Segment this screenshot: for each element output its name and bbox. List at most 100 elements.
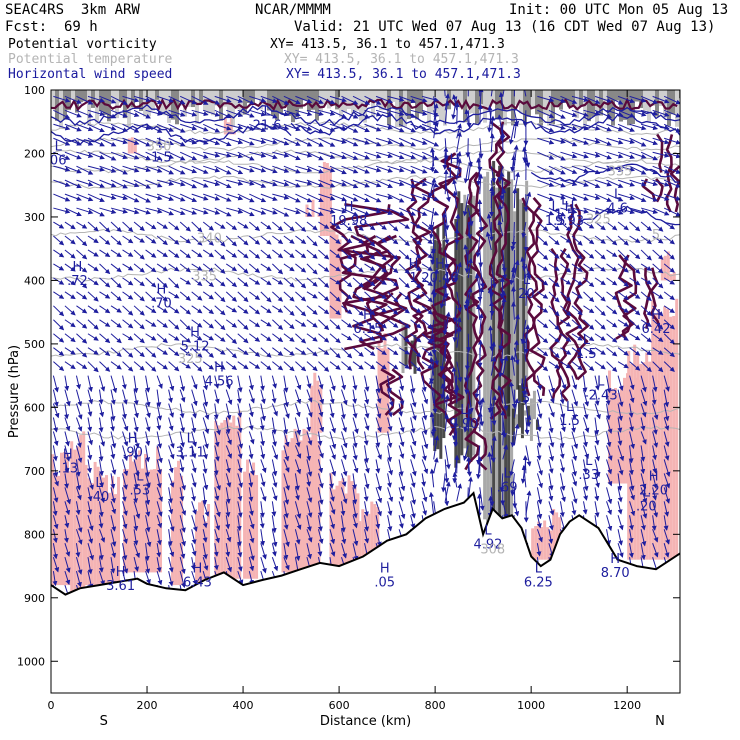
theta-label: 308: [480, 542, 505, 557]
wind-arrow: [375, 221, 387, 230]
wind-arrow: [606, 193, 624, 202]
wind-arrow: [191, 459, 197, 474]
pv-contour: [437, 152, 465, 436]
core-shade: [463, 194, 467, 449]
wind-arrow: [537, 165, 555, 175]
wind-arrow: [64, 333, 76, 343]
wind-arrow: [260, 179, 278, 187]
theta-label: 350: [147, 139, 172, 154]
wind-arrow: [536, 445, 542, 461]
wind-arrow: [179, 319, 191, 331]
wind-arrow: [203, 109, 221, 117]
shade-strip: [153, 469, 157, 573]
top-shade: [119, 90, 123, 103]
wind-arrow: [87, 305, 99, 314]
wind-arrow: [617, 249, 629, 261]
top-shade: [387, 90, 391, 126]
wind-arrow: [179, 431, 185, 448]
y-axis-title: Pressure (hPa): [7, 345, 22, 438]
shade-strip: [132, 461, 136, 573]
wind-arrow: [202, 95, 221, 105]
pv-contour: [643, 267, 652, 329]
wind-arrow: [53, 193, 71, 202]
wind-arrow: [594, 249, 606, 260]
wind-arrow: [475, 235, 481, 258]
wind-arrow: [548, 235, 560, 246]
extremum-kind: L: [55, 140, 63, 155]
wind-arrow: [99, 333, 111, 344]
wind-arrow: [318, 151, 336, 160]
top-shade: [195, 90, 199, 124]
extremum-value: 6.15: [353, 322, 382, 337]
wind-arrow: [122, 431, 129, 447]
top-shade: [179, 90, 183, 106]
shade-strip: [328, 167, 332, 236]
wind-arrow: [594, 501, 600, 518]
wind-arrow: [364, 165, 382, 173]
wind-arrow: [318, 291, 330, 302]
wind-arrow: [156, 263, 168, 272]
wind-arrow: [410, 487, 417, 505]
wind-arrow: [53, 319, 65, 331]
wind-arrow: [179, 221, 191, 232]
wind-arrow: [52, 389, 59, 408]
wind-arrow: [375, 123, 394, 130]
wind-arrow: [191, 473, 197, 488]
wind-arrow: [294, 403, 301, 418]
core-shade: [526, 405, 530, 424]
core-shade: [413, 335, 417, 374]
wind-arrow: [99, 151, 117, 161]
wind-arrow: [179, 291, 191, 301]
wind-arrow: [122, 221, 134, 233]
extremum-kind: H: [649, 470, 659, 485]
wind-arrow: [318, 249, 330, 260]
wind-arrow: [133, 95, 152, 103]
wind-arrow: [133, 235, 145, 243]
wind-arrow: [179, 263, 191, 273]
wind-arrow: [87, 179, 105, 188]
wind-arrow: [260, 207, 278, 215]
wind-arrow: [87, 151, 105, 160]
wind-arrow: [191, 193, 209, 201]
wind-arrow: [318, 361, 330, 372]
wind-arrow: [249, 361, 261, 369]
wind-arrow: [87, 221, 99, 232]
wind-arrow: [341, 95, 359, 105]
wind-arrow: [398, 235, 410, 247]
wind-arrow: [583, 193, 601, 200]
wind-arrow: [249, 109, 267, 117]
shade-strip: [177, 460, 181, 586]
wind-arrow: [295, 305, 307, 317]
wind-arrow: [606, 333, 618, 343]
wind-arrow: [606, 515, 613, 532]
wind-arrow: [283, 347, 295, 356]
wind-arrow: [421, 179, 440, 188]
pv-contour: [650, 267, 662, 330]
shade-strip: [90, 483, 94, 586]
wind-arrow: [536, 487, 543, 505]
top-shade: [111, 90, 115, 103]
wind-arrow: [352, 95, 370, 105]
top-shade: [555, 90, 559, 106]
theta-label: 5: [652, 228, 660, 243]
wind-arrow: [318, 123, 336, 132]
wind-arrow: [53, 333, 65, 343]
wind-arrow: [76, 165, 94, 175]
wind-arrow: [272, 193, 290, 200]
top-shade: [311, 90, 315, 110]
wind-arrow: [133, 277, 145, 287]
wind-arrow: [283, 333, 295, 342]
shade-strip: [332, 223, 336, 319]
top-shade: [495, 90, 499, 120]
wind-arrow: [429, 221, 435, 240]
top-shade: [455, 90, 459, 108]
shade-strip: [290, 438, 294, 573]
extremum-kind: H: [214, 361, 224, 376]
wind-arrow: [110, 389, 116, 406]
wind-arrow: [110, 193, 128, 201]
wind-arrow: [398, 193, 417, 202]
shade-strip: [93, 461, 97, 586]
top-shade: [463, 90, 467, 123]
wind-arrow: [237, 221, 249, 229]
wind-arrow: [306, 417, 312, 432]
